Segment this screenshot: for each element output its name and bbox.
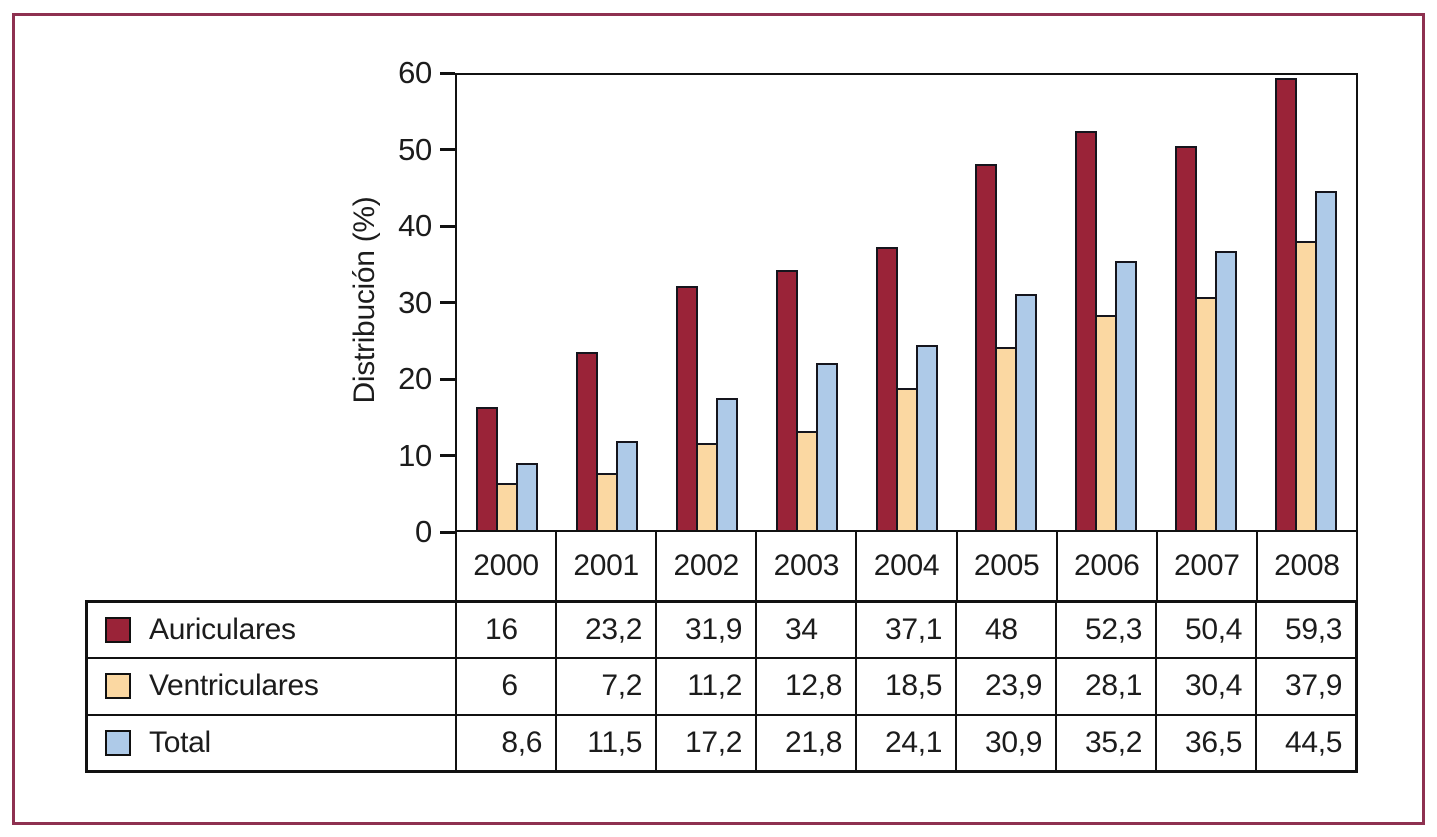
bar-auriculares-2008: [1275, 78, 1298, 530]
value-auriculares-2005: 48: [955, 603, 1055, 658]
table-row-ventriculares: Ventriculares 6 7,2 11,2 12,8 18,5 23,9 28,1 30,…: [88, 657, 1355, 714]
value-total-2002: 17,2: [655, 715, 755, 770]
value-auriculares-2007: 50,4: [1155, 603, 1255, 658]
value-ventriculares-2007: 30,4: [1155, 659, 1255, 714]
y-tick-label-50: 50: [398, 131, 432, 167]
bar-ventriculares-2001: [595, 473, 618, 530]
y-tick-label-40: 40: [398, 208, 432, 243]
year-header-2006: 2006: [1055, 532, 1156, 600]
bar-ventriculares-2006: [1095, 314, 1118, 530]
y-tick-mark-60: [440, 71, 455, 75]
table-row-auriculares: Auriculares 16 23,2 31,9 34 37,1 48 52,3 50,4 59,…: [88, 603, 1355, 658]
y-tick-label-20: 20: [398, 361, 432, 396]
year-header-2000: 2000: [473, 549, 539, 582]
value-total-2000: 8,6: [455, 715, 555, 770]
y-tick-mark-0: [440, 530, 455, 534]
y-tick-mark-20: [440, 377, 455, 381]
bar-total-2004: [915, 345, 938, 530]
bar-auriculares-2003: [775, 270, 798, 530]
value-total-2008: 44,5: [1255, 715, 1355, 770]
bar-total-2007: [1215, 251, 1238, 530]
year-header-2005: 2005: [955, 532, 1056, 600]
year-header-2003: 2003: [755, 532, 855, 600]
bar-ventriculares-2000: [495, 482, 518, 530]
bar-total-2001: [615, 440, 638, 530]
bar-ventriculares-2004: [895, 387, 918, 530]
bar-total-2005: [1015, 293, 1038, 530]
bar-ventriculares-2002: [695, 443, 718, 530]
bar-total-2008: [1315, 190, 1338, 530]
y-tick-label-30: 30: [398, 284, 432, 320]
y-tick-label-10: 10: [398, 437, 432, 473]
y-tick-mark-10: [440, 454, 455, 457]
y-tick-mark-50: [440, 148, 455, 151]
bar-ventriculares-2003: [795, 430, 818, 530]
bar-ventriculares-2005: [995, 346, 1018, 530]
value-total-2004: 24,1: [855, 715, 955, 770]
bar-auriculares-2004: [875, 246, 898, 530]
legend-cell-ventriculares: Ventriculares: [88, 659, 455, 713]
value-ventriculares-2003: 12,8: [755, 659, 855, 714]
value-auriculares-2004: 37,1: [855, 603, 955, 658]
value-ventriculares-2008: 37,9: [1255, 659, 1355, 714]
y-tick-label-0: 0: [415, 514, 432, 549]
value-auriculares-2001: 23,2: [555, 603, 655, 658]
bar-total-2000: [515, 462, 538, 530]
year-header-2007: 2007: [1155, 532, 1256, 600]
bar-total-2003: [815, 362, 838, 530]
value-ventriculares-2000: 6: [455, 659, 555, 714]
plot-area: [455, 73, 1358, 532]
bar-auriculares-2001: [575, 352, 598, 530]
value-auriculares-2002: 31,9: [655, 603, 755, 658]
x-axis-year-row: 2000 2001 2002 2003 2004 2005 2006 2007 2008: [455, 532, 1358, 600]
value-ventriculares-2006: 28,1: [1055, 659, 1155, 714]
value-auriculares-2003: 34: [755, 603, 855, 658]
legend-cell-auriculares: Auriculares: [88, 603, 455, 657]
legend-swatch-ventriculares: [105, 673, 131, 700]
bar-auriculares-2007: [1175, 145, 1198, 530]
value-auriculares-2008: 59,3: [1255, 603, 1355, 658]
value-total-2001: 11,5: [555, 715, 655, 770]
y-tick-mark-40: [440, 224, 455, 228]
data-table: Auriculares 16 23,2 31,9 34 37,1 48 52,3 50,4 59,…: [85, 600, 1358, 773]
year-header-2001: 2001: [555, 532, 655, 600]
legend-swatch-total: [105, 729, 131, 756]
bar-total-2006: [1115, 261, 1138, 530]
bar-ventriculares-2007: [1195, 297, 1218, 530]
legend-label: Ventriculares: [149, 669, 319, 703]
bar-auriculares-2005: [975, 164, 998, 530]
legend-label: Total: [149, 725, 211, 759]
table-row-total: Total 8,6 11,5 17,2 21,8 24,1 30,9 35,2 36,5 44,5: [88, 713, 1355, 770]
value-total-2005: 30,9: [955, 715, 1055, 770]
value-ventriculares-2004: 18,5: [855, 659, 955, 714]
year-header-2004: 2004: [855, 532, 955, 600]
y-tick-label-60: 60: [398, 55, 432, 90]
value-auriculares-2000: 16: [455, 603, 555, 658]
value-total-2006: 35,2: [1055, 715, 1155, 770]
value-ventriculares-2002: 11,2: [655, 659, 755, 714]
bar-auriculares-2000: [475, 406, 498, 530]
year-header-2008: 2008: [1255, 532, 1356, 600]
value-auriculares-2006: 52,3: [1055, 603, 1155, 658]
value-total-2007: 36,5: [1155, 715, 1255, 770]
value-ventriculares-2005: 23,9: [955, 659, 1055, 714]
bar-ventriculares-2008: [1295, 240, 1318, 530]
year-header-2002: 2002: [655, 532, 755, 600]
bar-auriculares-2002: [675, 286, 698, 530]
y-tick-mark-30: [440, 301, 455, 304]
bar-total-2002: [715, 397, 738, 530]
legend-swatch-auriculares: [105, 617, 131, 644]
legend-cell-total: Total: [88, 716, 455, 770]
bar-auriculares-2006: [1075, 131, 1098, 530]
legend-label: Auriculares: [149, 613, 296, 647]
value-total-2003: 21,8: [755, 715, 855, 770]
value-ventriculares-2001: 7,2: [555, 659, 655, 714]
